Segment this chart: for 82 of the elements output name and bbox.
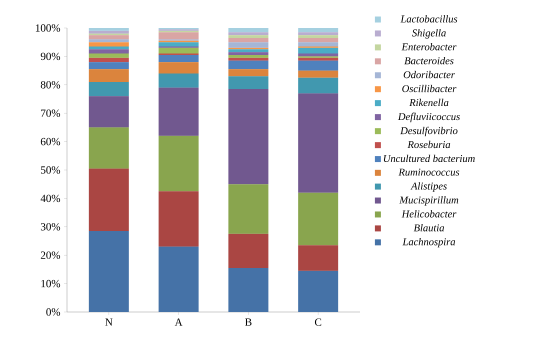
text: Blautia [414, 224, 444, 232]
text: Shigella [412, 29, 446, 39]
bar [298, 38, 338, 42]
x-tick-label: A [174, 318, 182, 326]
bar [158, 42, 199, 46]
bar [88, 82, 129, 96]
x-tick-label: B [245, 318, 252, 326]
bar [228, 268, 268, 312]
legend-label: Desulfovibrio [400, 126, 458, 136]
bar [88, 69, 129, 82]
legend-label: Enterobacter [402, 43, 456, 50]
bar [88, 54, 129, 58]
bar [158, 32, 199, 40]
y-tick-label: 80% [40, 81, 60, 89]
y-tick-label: 20% [40, 251, 60, 259]
legend-label: Helicobacter [402, 210, 456, 218]
bar [88, 231, 129, 312]
x-tick-label: N [105, 318, 113, 326]
y-tick-label: 50% [41, 166, 60, 174]
bar [298, 78, 338, 94]
bar [298, 270, 338, 312]
bar [228, 38, 268, 42]
legend-label: Mucispirillum [399, 196, 458, 206]
bar [228, 28, 268, 32]
legend-label: Ruminococcus [398, 168, 460, 176]
bar [298, 35, 338, 38]
legend-label: Uncultured bacterium [384, 154, 475, 162]
legend-label: Defluviicoccus [398, 112, 460, 122]
bar [158, 246, 199, 312]
bar [88, 127, 129, 169]
bar [228, 234, 268, 268]
bar [298, 245, 338, 271]
bar [158, 191, 199, 247]
bar [158, 88, 199, 136]
bar [228, 52, 268, 55]
bar [228, 76, 268, 90]
bar [228, 69, 268, 76]
bar [88, 96, 129, 128]
text: Alistipes [410, 182, 447, 192]
bar [298, 93, 338, 193]
y-tick-label: 40% [40, 194, 60, 202]
y-tick-label: 100% [36, 24, 60, 32]
bar [158, 136, 199, 192]
bar [228, 89, 268, 184]
bar [158, 73, 199, 88]
y-tick-label: 70% [41, 109, 60, 117]
bar [88, 49, 129, 54]
legend-label: Lachnospira [402, 238, 456, 248]
bar [298, 70, 338, 78]
bar [88, 35, 129, 40]
y-tick-label: 90% [40, 52, 60, 60]
legend-label: Oscillibacter [402, 84, 456, 92]
bar [88, 58, 129, 62]
legend-label: Bacteroides [404, 56, 454, 64]
bar [228, 54, 268, 58]
y-tick-label: 0% [46, 308, 60, 316]
legend-label: Lactobacillus [400, 15, 458, 23]
text: Rikenella [409, 98, 448, 106]
bar [298, 28, 338, 32]
legend-label: Odoribacter [404, 70, 455, 78]
bar [88, 28, 129, 31]
bar [158, 62, 199, 74]
bar [88, 62, 129, 70]
bar [298, 48, 338, 54]
y-tick-label: 60% [40, 138, 60, 146]
bar [298, 42, 338, 46]
bar [88, 168, 129, 232]
bar [88, 46, 129, 50]
bar [228, 184, 268, 234]
bar [228, 35, 268, 38]
text: Roseburia [407, 140, 450, 148]
bar [298, 60, 338, 71]
bar [298, 54, 338, 56]
bar [88, 42, 129, 46]
y-tick-label: 10% [41, 280, 60, 288]
x-tick-label: C [314, 318, 322, 326]
bar [158, 54, 199, 62]
y-tick-label: 30% [40, 223, 60, 231]
bar [158, 48, 199, 54]
bar [228, 42, 268, 48]
bar [298, 192, 338, 246]
bar [228, 60, 268, 70]
